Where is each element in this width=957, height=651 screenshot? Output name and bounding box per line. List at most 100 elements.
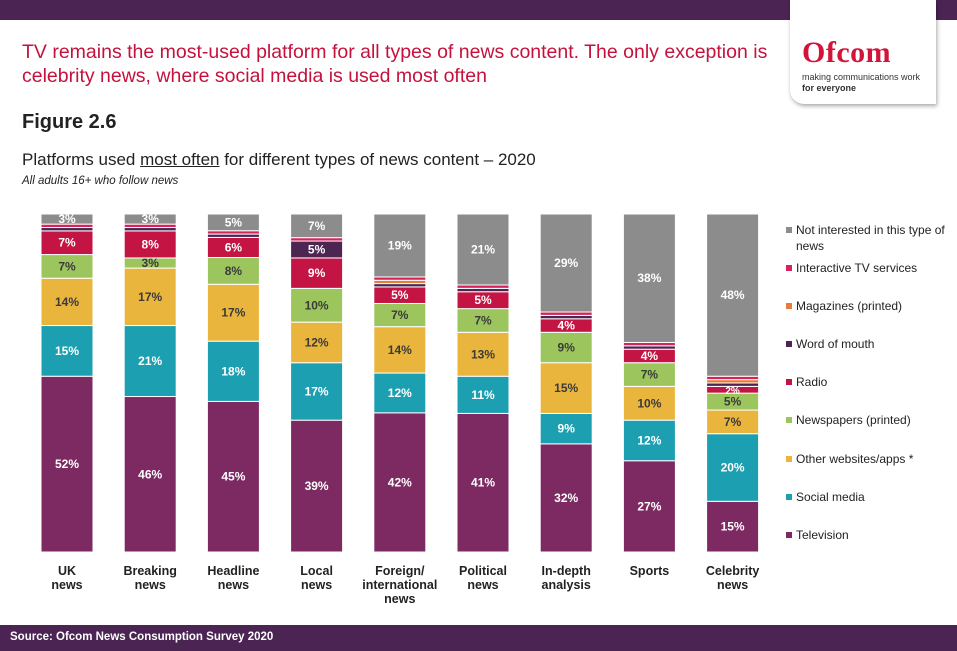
data-label: 6% [225,240,243,254]
data-label: 4% [558,319,576,333]
ofcom-logo: Ofcom making communications work for eve… [790,0,936,104]
data-label: 7% [724,415,742,429]
bar-segment [456,213,510,286]
bar-segment [456,284,510,289]
bar-segment [622,460,676,553]
data-label: 5% [391,288,409,302]
bar-segment [206,233,260,238]
data-label: 4% [641,349,659,363]
bar-segment [373,412,427,553]
data-label: 17% [305,384,329,398]
bar-segment [622,385,676,421]
logo-tagline-bold: for everyone [802,83,857,93]
data-label: 12% [637,433,661,447]
data-label: 17% [221,306,245,320]
data-label: 39% [305,479,329,493]
bar-segment [539,443,593,553]
data-label: 15% [721,520,745,534]
bar-segment [40,277,94,327]
data-label: 8% [142,237,160,251]
data-label: 17% [138,290,162,304]
category-label: UK news [51,564,82,592]
logo-wordmark: Ofcom [802,36,892,69]
data-label: 19% [388,238,412,252]
category-label: Celebrity news [706,564,760,592]
data-label: 13% [471,347,495,361]
logo-tagline: making communications work [802,72,921,82]
data-label: 46% [138,467,162,481]
bar-segment [373,372,427,414]
data-label: 32% [554,491,578,505]
category-label: Headline news [207,564,259,592]
bar-segment [539,331,593,364]
bar-segment [40,213,94,225]
data-label: 15% [554,381,578,395]
bar-segment [290,419,344,553]
data-label: 14% [388,343,412,357]
data-label: 7% [391,308,409,322]
category-label: Political news [459,564,507,592]
bar-segment [539,213,593,313]
category-label: Foreign/international news [362,564,437,606]
legend-label: Interactive TV services [796,261,918,275]
bar-segment [123,213,177,225]
bar-segment [622,345,676,350]
data-label: 20% [721,461,745,475]
bar-segment [456,375,510,414]
data-label: 21% [138,354,162,368]
data-label: 3% [142,256,160,270]
category-label: Local news [300,564,333,592]
bar-segment [539,311,593,316]
data-label: 9% [558,422,576,436]
bar-segment [40,375,94,553]
legend-swatch [786,532,792,538]
data-label: 45% [221,470,245,484]
data-label: 9% [558,341,576,355]
bar-segment [123,325,177,398]
category-label: In-depth analysis [542,564,591,592]
category-label: Breaking news [123,564,177,592]
legend-swatch [786,227,792,233]
bar-segment [290,257,344,289]
data-label: 3% [142,212,160,226]
bar-segment [456,412,510,553]
legend-swatch [786,494,792,500]
data-label: 9% [308,266,326,280]
legend-label: Social media [796,490,865,504]
bar-segment [622,213,676,343]
bar-segment [290,287,344,323]
legend-label: Magazines (printed) [796,299,903,313]
data-label: 11% [471,388,495,402]
data-label: 12% [388,386,412,400]
legend-label: Other websites/apps * [796,452,914,466]
data-label: 14% [55,295,79,309]
top-bar [0,0,957,20]
figure-label: Figure 2.6 [22,111,117,133]
data-label: 10% [637,396,661,410]
data-label: 21% [471,242,495,256]
bar-segment [206,213,260,232]
bar-segment [40,325,94,377]
data-label: 7% [474,313,492,327]
bar-segment [290,237,344,242]
bar-segment [290,362,344,421]
legend-label: Newspapers (printed) [796,413,911,427]
chart-title-post: for different types of news content – 20… [219,150,536,169]
data-label: 5% [308,242,326,256]
legend-swatch [786,456,792,462]
source-note: Source: Ofcom News Consumption Survey 20… [10,631,274,643]
legend-label: Radio [796,375,828,389]
data-label: 3% [58,212,76,226]
data-label: 29% [554,256,578,270]
bar-segment [622,419,676,462]
legend-label: Not interested in this type of news [796,223,945,253]
bar-segment [706,213,760,377]
legend-swatch [786,265,792,271]
data-label: 48% [721,288,745,302]
data-label: 27% [637,499,661,513]
data-label: 7% [308,219,326,233]
bar-segment [290,213,344,239]
data-label: 42% [388,475,412,489]
bar-segment [539,412,593,445]
data-label: 12% [305,335,329,349]
